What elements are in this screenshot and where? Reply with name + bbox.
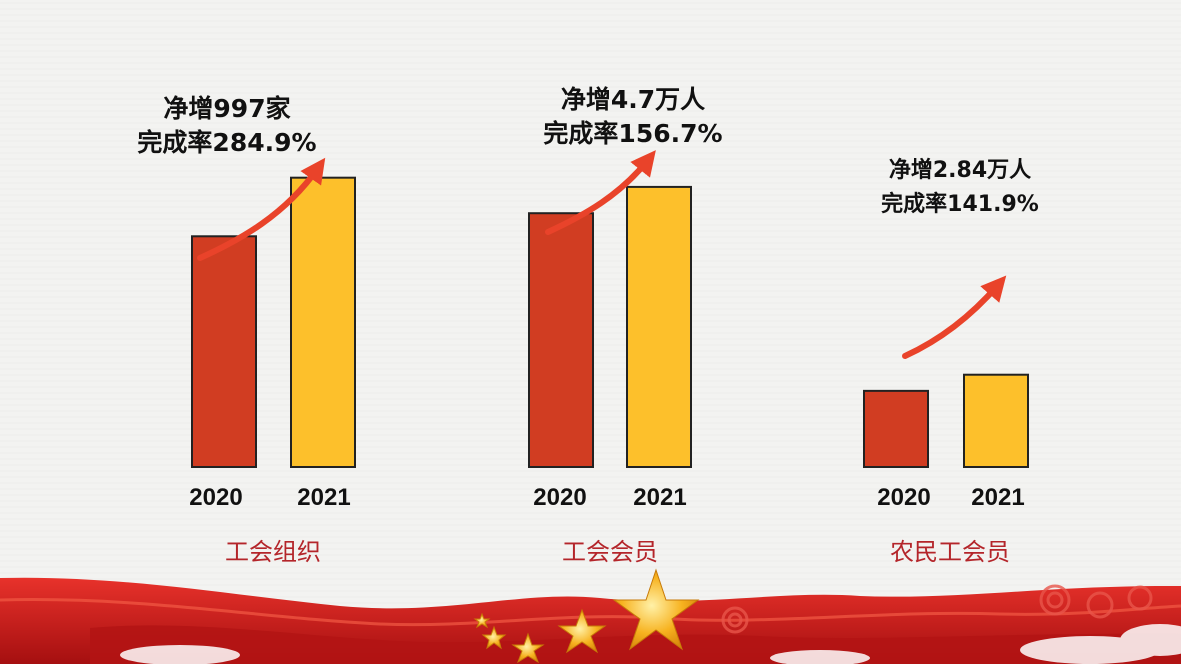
star-icon <box>511 632 545 664</box>
bar-2020 <box>191 235 257 468</box>
bar-2020 <box>863 389 929 468</box>
clouds <box>120 624 1181 664</box>
star-icon <box>612 568 700 651</box>
bar-2021 <box>626 185 692 468</box>
charts-layer <box>191 150 1029 469</box>
growth-arrow-icon <box>902 275 1007 359</box>
x-tick-label: 2021 <box>971 484 1025 511</box>
chart-title: 工会会员 <box>562 538 658 566</box>
growth-arrow-icon <box>545 150 656 235</box>
chart-title: 农民工会员 <box>890 538 1010 566</box>
x-tick-label: 2021 <box>297 484 351 511</box>
gold-stars <box>473 568 700 664</box>
net-increase-text: 净增997家 <box>163 94 291 123</box>
star-icon <box>557 608 607 654</box>
chart-title: 工会组织 <box>225 538 321 566</box>
cloud-pattern <box>721 584 1153 634</box>
completion-rate-text: 完成率284.9% <box>137 128 317 157</box>
star-icon <box>473 612 491 629</box>
bar-2020 <box>528 212 594 468</box>
star-icon <box>481 625 507 650</box>
growth-arrow-icon <box>197 157 326 261</box>
annotation-group-1: 净增997家 完成率284.9% <box>102 92 352 160</box>
x-tick-label: 2021 <box>633 484 687 511</box>
x-tick-label: 2020 <box>533 484 587 511</box>
net-increase-text: 净增4.7万人 <box>560 85 706 114</box>
bar-2021 <box>290 176 356 468</box>
completion-rate-text: 完成率156.7% <box>543 119 723 148</box>
annotation-group-3: 净增2.84万人 完成率141.9% <box>840 154 1080 222</box>
annotation-group-2: 净增4.7万人 完成率156.7% <box>508 83 758 151</box>
x-tick-label: 2020 <box>877 484 931 511</box>
completion-rate-text: 完成率141.9% <box>881 192 1039 217</box>
x-tick-label: 2020 <box>189 484 243 511</box>
bar-2021 <box>963 373 1029 469</box>
net-increase-text: 净增2.84万人 <box>888 158 1032 183</box>
